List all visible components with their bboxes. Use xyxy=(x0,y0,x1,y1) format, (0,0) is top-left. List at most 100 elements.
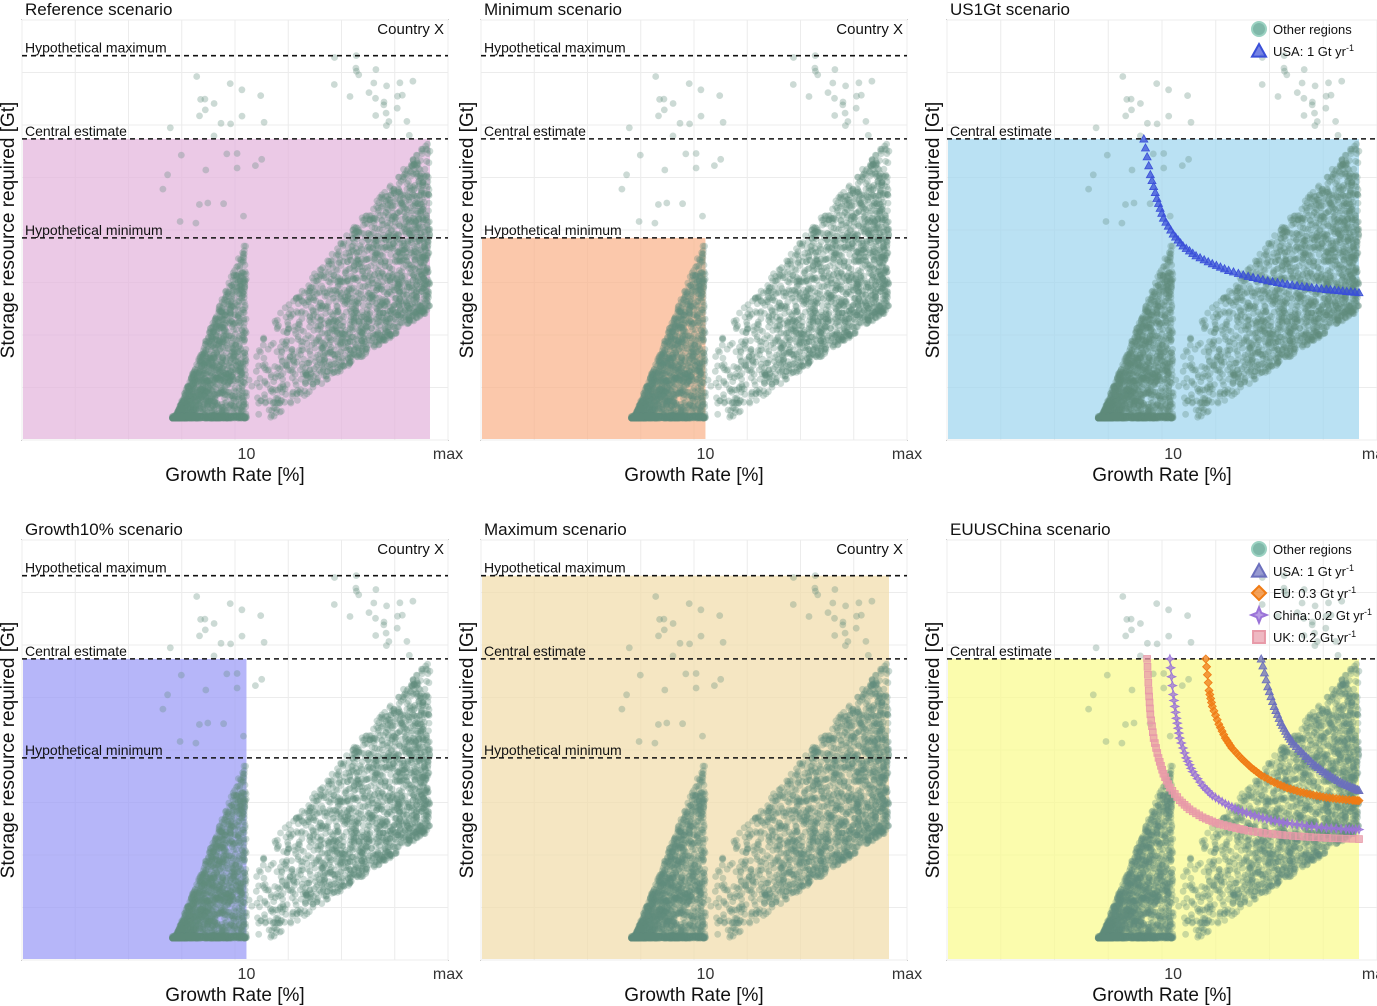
data-point xyxy=(227,273,235,280)
data-point xyxy=(329,351,336,358)
data-point xyxy=(212,410,220,418)
data-point xyxy=(394,282,402,290)
data-point xyxy=(380,101,388,109)
data-point xyxy=(197,392,205,399)
data-point xyxy=(240,212,247,220)
data-point xyxy=(337,289,345,297)
data-point xyxy=(390,187,398,195)
data-point xyxy=(320,272,327,279)
data-point xyxy=(292,330,300,337)
data-point xyxy=(361,275,369,282)
data-point xyxy=(371,224,379,232)
data-point xyxy=(405,281,413,289)
data-point xyxy=(224,365,231,372)
data-point xyxy=(215,336,223,344)
data-point xyxy=(408,162,415,170)
data-point xyxy=(353,67,360,75)
data-point xyxy=(352,288,360,295)
data-point xyxy=(288,374,296,382)
data-point xyxy=(298,297,306,305)
hline-label-min: Hypothetical minimum xyxy=(25,222,163,238)
data-point xyxy=(215,303,223,311)
data-point xyxy=(277,407,285,415)
data-point xyxy=(392,327,400,335)
data-point xyxy=(406,193,414,201)
data-point xyxy=(416,252,423,260)
data-point xyxy=(326,308,334,316)
data-point xyxy=(383,82,390,90)
data-point xyxy=(239,268,246,276)
shaded-region xyxy=(23,138,430,439)
data-point xyxy=(282,390,290,398)
data-point xyxy=(217,383,225,391)
data-point xyxy=(376,273,383,281)
data-point xyxy=(210,100,218,107)
data-point xyxy=(339,361,347,369)
data-point xyxy=(389,202,396,209)
data-point xyxy=(368,325,376,332)
data-point xyxy=(213,313,220,321)
data-point xyxy=(298,315,306,322)
data-point xyxy=(229,394,237,401)
data-point xyxy=(208,335,216,343)
data-point xyxy=(212,325,220,333)
data-point xyxy=(241,389,249,397)
data-point xyxy=(231,365,239,373)
data-point xyxy=(218,359,226,367)
data-point xyxy=(423,281,431,289)
data-point xyxy=(403,171,410,179)
data-point xyxy=(330,272,338,280)
data-point xyxy=(240,413,248,420)
data-point xyxy=(387,307,394,315)
other-regions-points xyxy=(159,52,434,422)
data-point xyxy=(191,371,199,378)
data-point xyxy=(200,387,207,394)
data-point xyxy=(335,258,343,266)
data-point xyxy=(228,372,236,379)
data-point xyxy=(219,315,227,323)
data-point xyxy=(409,312,416,320)
data-point xyxy=(276,399,283,407)
country-label: Country X xyxy=(377,21,444,38)
data-point xyxy=(337,348,344,356)
data-point xyxy=(273,316,281,324)
data-point xyxy=(269,399,277,407)
data-point xyxy=(170,414,177,422)
data-point xyxy=(261,394,269,402)
data-point xyxy=(228,317,236,325)
data-point xyxy=(204,199,212,207)
data-point xyxy=(406,204,414,212)
data-point xyxy=(199,387,207,395)
data-point xyxy=(200,347,207,354)
data-point xyxy=(219,364,226,372)
data-point xyxy=(385,288,392,296)
data-point xyxy=(346,338,354,346)
data-point xyxy=(380,220,387,228)
data-point xyxy=(201,400,209,407)
data-point xyxy=(229,373,237,381)
data-point xyxy=(379,296,386,303)
data-point xyxy=(207,412,214,420)
data-point xyxy=(324,257,332,265)
data-point xyxy=(348,310,356,318)
data-point xyxy=(376,302,384,310)
data-point xyxy=(338,323,346,330)
data-point xyxy=(218,384,226,392)
data-point xyxy=(187,414,195,422)
data-point xyxy=(267,341,275,349)
data-point xyxy=(223,150,231,158)
data-point xyxy=(240,242,248,250)
data-point xyxy=(238,112,246,120)
data-point xyxy=(198,414,206,421)
data-point xyxy=(326,364,334,371)
data-point xyxy=(190,405,198,413)
data-point xyxy=(382,257,389,265)
data-point xyxy=(425,159,433,167)
data-point xyxy=(227,392,235,399)
data-point xyxy=(391,215,399,223)
data-point xyxy=(299,346,306,354)
data-point xyxy=(418,187,426,195)
data-point xyxy=(424,244,432,252)
data-point xyxy=(699,242,707,250)
